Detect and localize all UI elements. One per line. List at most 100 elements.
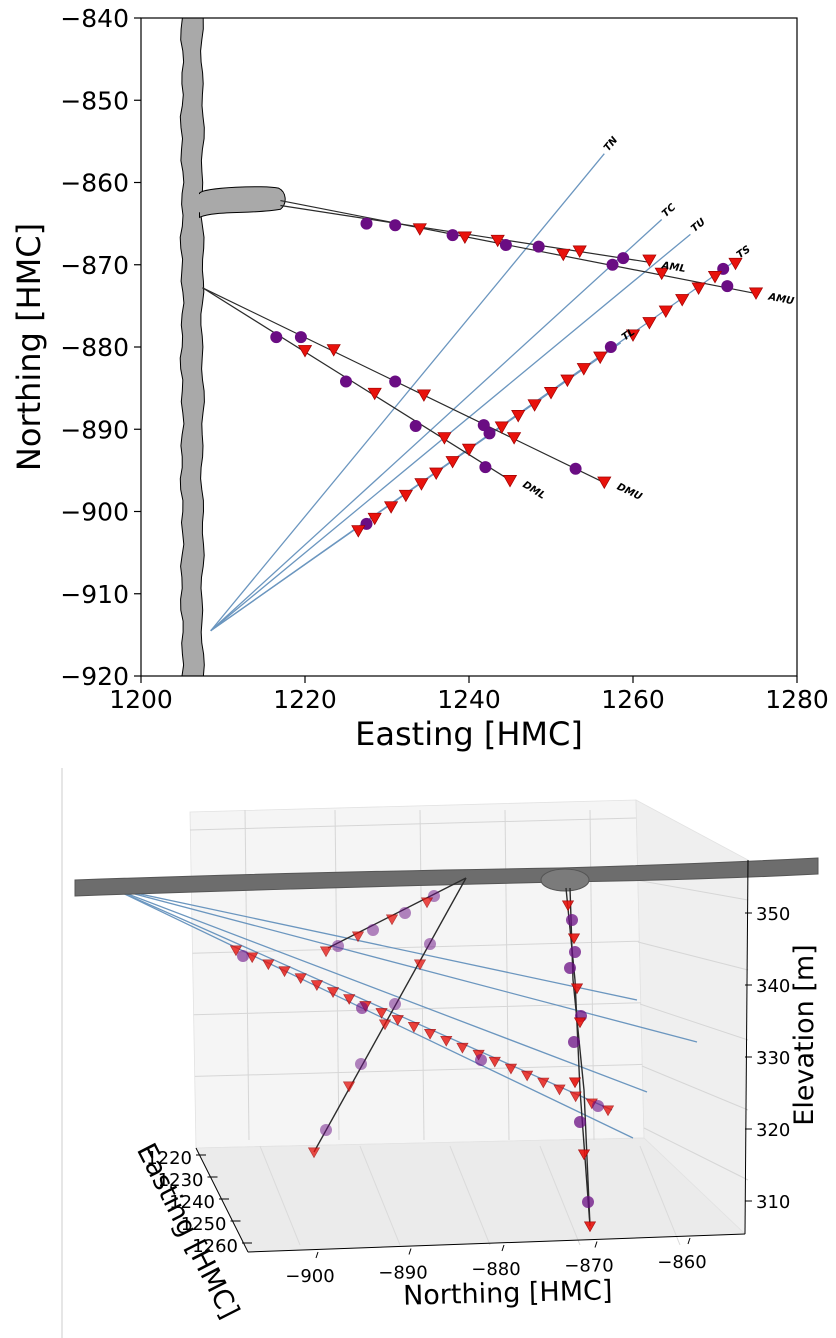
northing-tick-label: −870 [564, 1256, 613, 1277]
sensor-circle-3d [332, 940, 344, 952]
northing-tick-mark [687, 1237, 691, 1245]
grid-line [641, 1065, 749, 1111]
x-tick-label: 1240 [437, 685, 501, 714]
grid-line [639, 1003, 749, 1041]
sensor-triangle [572, 245, 587, 258]
borehole-3d-inclined [313, 877, 467, 1153]
grid-line [449, 1145, 491, 1246]
sensor-triangle [748, 287, 764, 300]
grid-line [244, 809, 250, 1141]
sensor-triangle-3d [229, 945, 243, 957]
sensor-triangle-3d [570, 983, 584, 995]
sensor-triangle [728, 257, 743, 271]
y-tick-label: −850 [60, 86, 129, 115]
y-tick-label: −870 [60, 251, 129, 280]
line-label-dml: DML [520, 479, 547, 501]
sensor-circle [389, 375, 402, 388]
sensor-triangle-3d [375, 1008, 388, 1019]
y-tick-label: −900 [60, 498, 129, 527]
y-axis-title: Northing [HMC] [10, 223, 48, 471]
sensor-circle-3d [569, 946, 581, 958]
sensor-circle-3d [475, 1054, 487, 1066]
sensor-triangle [560, 374, 575, 388]
sensor-circle [617, 252, 630, 265]
sensor-triangle [707, 271, 723, 284]
northing-tick-label: −900 [285, 1266, 334, 1287]
sensor-triangle [383, 501, 399, 514]
grid-line [643, 1127, 749, 1181]
monitoring-line-3d [111, 887, 648, 1093]
sensor-circle-3d [582, 1196, 594, 1208]
sensor-triangle [527, 399, 542, 412]
elevation-tick-label: 330 [756, 1048, 790, 1069]
borehole-dml [202, 287, 511, 481]
x-axis-title: Easting [HMC] [355, 715, 583, 753]
sensor-circle-3d [399, 907, 411, 919]
sensor-triangle-3d [456, 1042, 469, 1054]
sensor-circle [294, 331, 307, 344]
sensor-triangle-3d [504, 1063, 518, 1075]
sensor-triangle-3d [537, 1077, 550, 1089]
sensor-circle [409, 419, 422, 432]
monitoring-line-tc [210, 219, 663, 632]
tunnel-niche [199, 186, 286, 219]
tunnel-main-drift [179, 18, 205, 676]
sensor-circle-3d [568, 1036, 580, 1048]
sensor-triangle-3d [378, 1019, 392, 1031]
sensor-triangle [642, 254, 657, 268]
sensor-circle [499, 239, 512, 252]
easting-axis-line [195, 1147, 249, 1253]
sensor-circle [606, 258, 619, 271]
grid-line [193, 1002, 641, 1016]
tunnel-3d [74, 857, 819, 897]
y-tick-label: −920 [60, 662, 129, 691]
sensor-circle [721, 280, 734, 293]
northing-axis-line [247, 1233, 746, 1253]
sensor-circle-3d [355, 1058, 367, 1070]
grid-line [504, 809, 510, 1141]
sensor-triangle [675, 294, 690, 307]
borehole-amu [280, 200, 757, 295]
sensor-triangle [351, 525, 366, 538]
sensor-triangle-3d [601, 1105, 615, 1117]
sensor-triangle-3d [521, 1070, 534, 1082]
sensor-circle [340, 375, 352, 388]
elevation-axis-line [744, 859, 749, 1235]
easting-tick-label: 1220 [146, 1148, 192, 1169]
sensor-circle-3d [592, 1100, 604, 1112]
sensor-triangle-3d [420, 897, 434, 909]
line-label-tu: TU [689, 217, 708, 235]
grid-line [359, 1145, 401, 1246]
sensor-triangle [511, 410, 526, 423]
sensor-triangle-3d [423, 1029, 437, 1040]
sensor-triangle [437, 432, 452, 445]
sensor-triangle-3d [385, 914, 399, 926]
sensor-circle [483, 427, 496, 440]
sensor-triangle-3d [569, 1091, 582, 1103]
x-tick-label: 1280 [765, 685, 829, 714]
sensor-triangle [502, 475, 518, 488]
sensor-triangle-3d [262, 959, 275, 971]
northing-tick-label: −880 [471, 1259, 520, 1280]
borehole-3d-shallow [327, 877, 467, 949]
northing-tick-label: −860 [657, 1252, 706, 1273]
sensor-triangle-3d [326, 987, 340, 998]
sensor-triangle [367, 387, 382, 401]
sensor-circle-3d [574, 1116, 586, 1128]
elevation-tick-label: 320 [756, 1120, 790, 1141]
sensor-triangle [414, 478, 429, 491]
sensor-triangle-3d [351, 931, 365, 943]
elevation-tick-label: 310 [756, 1192, 790, 1213]
sensor-triangle-3d [391, 1015, 404, 1026]
sensor-triangle-3d [568, 1077, 582, 1089]
sensor-triangle [597, 476, 612, 490]
sensor-triangle [556, 248, 571, 262]
sensor-triangle-3d [278, 966, 291, 978]
elevation-tick-label: 340 [756, 976, 790, 997]
sensor-triangle-3d [577, 1149, 591, 1161]
grid-line [194, 1063, 643, 1077]
y-tick-label: −890 [60, 415, 129, 444]
